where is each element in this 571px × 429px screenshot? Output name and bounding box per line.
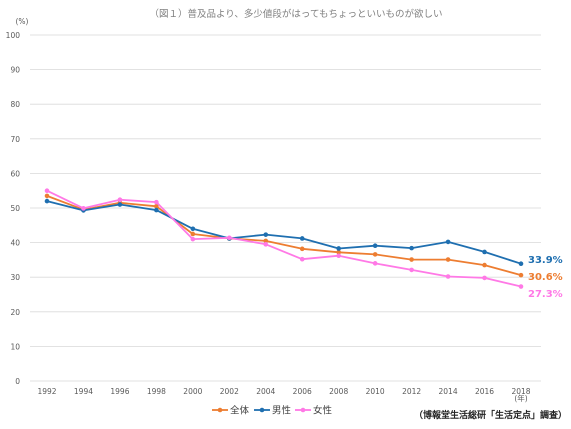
y-tick-label: 20 bbox=[10, 308, 20, 317]
data-point bbox=[190, 236, 196, 242]
data-point bbox=[154, 207, 159, 213]
x-tick-label: 2014 bbox=[439, 387, 458, 396]
data-point bbox=[409, 245, 414, 251]
legend-item: 女性 bbox=[295, 405, 333, 417]
y-axis-ticks: 0 10 20 30 40 50 60 70 80 90 100 bbox=[6, 31, 21, 386]
end-labels: 30.6% 33.9% 27.3% bbox=[528, 255, 563, 300]
data-point bbox=[44, 193, 50, 199]
x-tick-label: 2002 bbox=[220, 387, 239, 396]
series-1 bbox=[44, 198, 524, 267]
data-point bbox=[44, 188, 50, 193]
y-tick-label: 0 bbox=[15, 377, 20, 386]
y-tick-label: 100 bbox=[6, 31, 21, 40]
data-point bbox=[154, 203, 159, 209]
legend-marker bbox=[259, 407, 265, 413]
y-tick-label: 40 bbox=[10, 239, 20, 248]
data-point bbox=[299, 256, 305, 262]
data-point bbox=[190, 231, 196, 237]
series-line bbox=[46, 189, 522, 288]
y-tick-label: 90 bbox=[10, 66, 20, 75]
data-point bbox=[518, 272, 524, 278]
data-point bbox=[117, 197, 123, 202]
series bbox=[44, 188, 524, 289]
data-point bbox=[81, 206, 86, 211]
data-point bbox=[482, 275, 487, 281]
data-point bbox=[372, 243, 378, 249]
end-value-label: 27.3% bbox=[528, 289, 563, 300]
data-point bbox=[263, 242, 269, 247]
data-point bbox=[518, 261, 524, 267]
x-tick-label: 2004 bbox=[256, 387, 275, 396]
chart-title: （図１）普及品より、多少値段がはってもちょっといいものが欲しい bbox=[150, 8, 443, 20]
y-unit-label: (%) bbox=[16, 17, 29, 26]
data-point bbox=[227, 235, 232, 241]
data-point bbox=[117, 202, 123, 207]
x-tick-label: 2018 bbox=[511, 387, 530, 396]
source-note: （博報堂生活総研「生活定点」調査） bbox=[414, 409, 567, 421]
x-tick-label: 2010 bbox=[366, 387, 385, 396]
end-value-label: 30.6% bbox=[528, 272, 563, 283]
grid bbox=[30, 34, 541, 382]
data-point bbox=[445, 257, 451, 262]
x-tick-label: 2008 bbox=[329, 387, 348, 396]
x-tick-label: 1996 bbox=[110, 387, 129, 396]
legend-item: 男性 bbox=[254, 405, 292, 417]
legend-item: 全体 bbox=[212, 405, 250, 417]
data-point bbox=[154, 199, 159, 205]
x-tick-label: 1992 bbox=[37, 387, 56, 396]
end-value-label: 33.9% bbox=[528, 255, 563, 266]
x-axis-ticks: 1992 1994 1996 1998 2000 2002 2004 2006 2008 2010… bbox=[37, 387, 530, 396]
data-point bbox=[336, 246, 341, 251]
y-tick-label: 70 bbox=[10, 135, 20, 144]
series-2 bbox=[44, 188, 524, 289]
data-point bbox=[263, 232, 269, 237]
y-tick-label: 50 bbox=[10, 204, 20, 213]
legend-label: 全体 bbox=[230, 405, 250, 417]
x-unit-label: (年) bbox=[514, 393, 527, 403]
data-point bbox=[482, 249, 487, 255]
data-point bbox=[482, 262, 487, 268]
series-line bbox=[46, 200, 522, 265]
data-point bbox=[409, 257, 414, 262]
data-point bbox=[336, 249, 341, 255]
x-tick-label: 2012 bbox=[402, 387, 421, 396]
y-tick-label: 80 bbox=[10, 100, 20, 109]
series-line bbox=[46, 195, 522, 276]
data-point bbox=[299, 236, 305, 241]
x-tick-label: 1994 bbox=[74, 387, 93, 396]
x-tick-label: 2000 bbox=[183, 387, 202, 396]
legend-label: 男性 bbox=[272, 405, 292, 417]
data-point bbox=[372, 252, 378, 257]
x-tick-label: 2016 bbox=[475, 387, 494, 396]
data-point bbox=[445, 274, 451, 279]
data-point bbox=[299, 246, 305, 252]
y-tick-label: 30 bbox=[10, 273, 20, 282]
y-tick-label: 60 bbox=[10, 169, 20, 178]
data-point bbox=[445, 239, 451, 245]
x-tick-label: 2006 bbox=[293, 387, 312, 396]
data-point bbox=[44, 198, 50, 204]
data-point bbox=[409, 267, 414, 273]
data-point bbox=[190, 226, 196, 232]
legend-marker bbox=[300, 407, 306, 413]
series-0 bbox=[44, 193, 524, 278]
x-tick-label: 1998 bbox=[147, 387, 166, 396]
legend-label: 女性 bbox=[313, 405, 333, 417]
data-point bbox=[372, 261, 378, 266]
legend: 全体 男性 女性 bbox=[212, 405, 333, 417]
data-point bbox=[336, 253, 341, 259]
legend-marker bbox=[217, 407, 223, 413]
data-point bbox=[518, 284, 524, 289]
y-tick-label: 10 bbox=[10, 342, 20, 351]
data-point bbox=[263, 238, 269, 244]
